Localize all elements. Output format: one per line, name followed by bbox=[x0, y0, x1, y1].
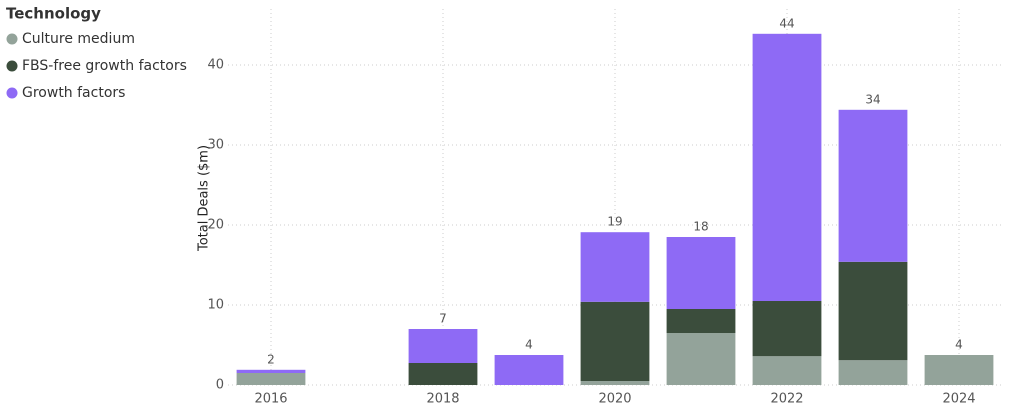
x-tick-label: 2016 bbox=[254, 392, 287, 407]
legend-title: Technology bbox=[6, 5, 101, 23]
y-tick-label: 0 bbox=[216, 378, 224, 393]
bar-segment bbox=[580, 381, 650, 385]
bar-segment bbox=[236, 369, 306, 373]
legend-label: Culture medium bbox=[22, 31, 135, 47]
legend-label: FBS-free growth factors bbox=[22, 58, 187, 74]
x-tick-label: 2024 bbox=[942, 392, 975, 407]
x-tick-label: 2018 bbox=[426, 392, 459, 407]
bar-segment bbox=[752, 356, 822, 385]
bar-segment bbox=[838, 360, 908, 385]
total-label: 44 bbox=[779, 16, 794, 30]
legend-swatch bbox=[6, 87, 18, 99]
x-tick-label: 2022 bbox=[770, 392, 803, 407]
legend-swatch bbox=[6, 33, 18, 45]
bar-segment bbox=[666, 237, 736, 309]
y-axis-label: Total Deals ($m) bbox=[197, 145, 212, 252]
y-tick-label: 10 bbox=[207, 298, 224, 313]
bar-segment bbox=[924, 355, 994, 385]
bar-segment bbox=[494, 355, 564, 385]
legend-label: Growth factors bbox=[22, 85, 125, 101]
total-label: 18 bbox=[693, 220, 708, 234]
total-label: 34 bbox=[865, 92, 880, 106]
bar-segment bbox=[838, 261, 908, 361]
bar-segment bbox=[580, 301, 650, 381]
total-label: 4 bbox=[955, 338, 963, 352]
bar-segment bbox=[408, 329, 478, 363]
total-label: 19 bbox=[607, 215, 622, 229]
y-tick-label: 30 bbox=[207, 138, 224, 153]
legend-swatch bbox=[6, 60, 18, 72]
bar-segment bbox=[408, 363, 478, 385]
total-label: 7 bbox=[439, 312, 447, 326]
total-label: 4 bbox=[525, 338, 533, 352]
total-label: 2 bbox=[267, 352, 275, 366]
y-tick-label: 20 bbox=[207, 218, 224, 233]
bar-segment bbox=[838, 109, 908, 262]
y-tick-label: 40 bbox=[207, 58, 224, 73]
bar-segment bbox=[236, 373, 306, 385]
bar-segment bbox=[580, 232, 650, 302]
bar-segment bbox=[666, 309, 736, 333]
bar-segment bbox=[752, 301, 822, 357]
bar-segment bbox=[666, 333, 736, 385]
x-tick-label: 2020 bbox=[598, 392, 631, 407]
bar-segment bbox=[752, 33, 822, 302]
